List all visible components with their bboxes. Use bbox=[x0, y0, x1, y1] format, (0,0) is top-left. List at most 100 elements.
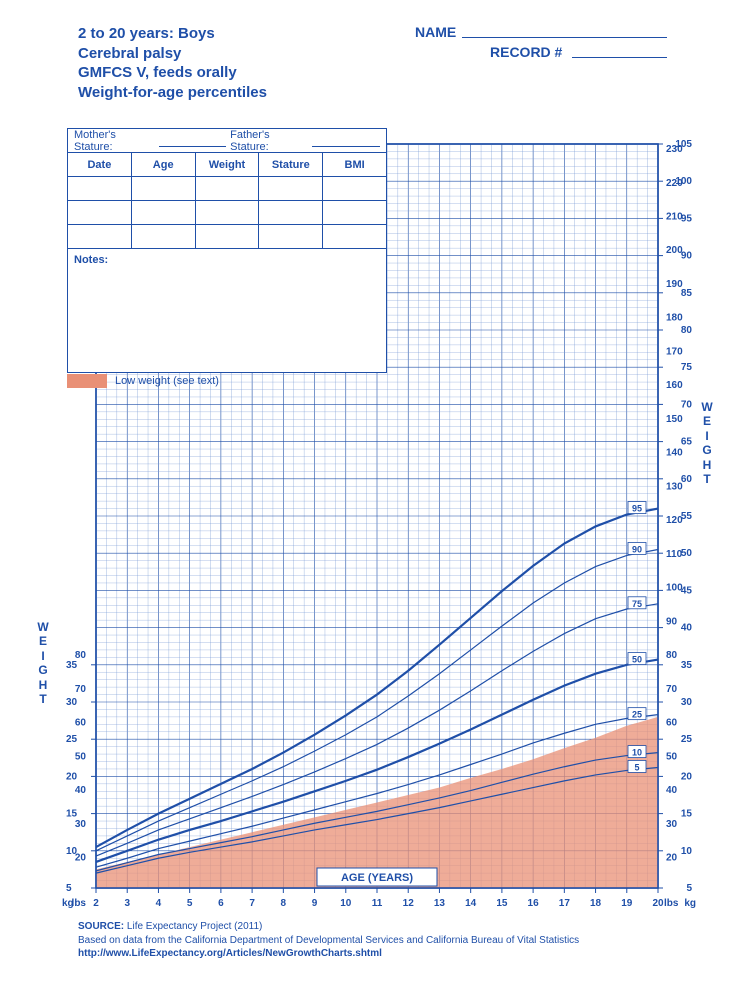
svg-text:15: 15 bbox=[66, 809, 78, 820]
svg-text:10: 10 bbox=[340, 898, 352, 909]
svg-text:180: 180 bbox=[666, 313, 683, 324]
father-stature-line[interactable] bbox=[312, 135, 380, 147]
svg-text:14: 14 bbox=[465, 898, 477, 909]
record-label: RECORD # bbox=[490, 44, 562, 60]
table-row[interactable] bbox=[68, 225, 386, 249]
info-box: Mother's Stature: Father's Stature: Date… bbox=[67, 128, 387, 373]
svg-text:35: 35 bbox=[681, 660, 693, 671]
svg-text:100: 100 bbox=[666, 583, 683, 594]
source-text2: Based on data from the California Depart… bbox=[78, 935, 579, 946]
col-date: Date bbox=[68, 153, 132, 176]
svg-text:30: 30 bbox=[75, 819, 87, 830]
svg-text:19: 19 bbox=[621, 898, 633, 909]
table-header-row: Date Age Weight Stature BMI bbox=[68, 153, 386, 177]
svg-text:130: 130 bbox=[666, 481, 683, 492]
svg-text:10: 10 bbox=[681, 846, 693, 857]
svg-text:95: 95 bbox=[632, 504, 642, 514]
table-row[interactable] bbox=[68, 201, 386, 225]
source-url[interactable]: http://www.LifeExpectancy.org/Articles/N… bbox=[78, 948, 382, 959]
svg-text:60: 60 bbox=[75, 718, 87, 729]
y-title-left: WEIGHT bbox=[36, 620, 50, 706]
svg-text:lbs: lbs bbox=[664, 898, 679, 909]
father-stature-label: Father's Stature: bbox=[230, 129, 308, 153]
svg-text:50: 50 bbox=[632, 655, 642, 665]
header-block: 2 to 20 years: Boys Cerebral palsy GMFCS… bbox=[78, 24, 267, 102]
svg-text:16: 16 bbox=[528, 898, 540, 909]
col-age: Age bbox=[132, 153, 196, 176]
svg-text:50: 50 bbox=[666, 751, 678, 762]
svg-text:25: 25 bbox=[66, 734, 78, 745]
svg-text:40: 40 bbox=[666, 785, 678, 796]
source-text1: Life Expectancy Project (2011) bbox=[127, 921, 262, 932]
svg-text:40: 40 bbox=[75, 785, 87, 796]
header-line3: GMFCS V, feeds orally bbox=[78, 63, 267, 83]
svg-text:35: 35 bbox=[66, 660, 78, 671]
svg-text:110: 110 bbox=[666, 549, 683, 560]
legend-swatch bbox=[67, 374, 107, 388]
svg-text:70: 70 bbox=[681, 399, 693, 410]
svg-text:75: 75 bbox=[632, 599, 642, 609]
svg-text:65: 65 bbox=[681, 437, 693, 448]
svg-text:230: 230 bbox=[666, 144, 683, 155]
name-field-line[interactable] bbox=[462, 37, 667, 38]
svg-text:7: 7 bbox=[249, 898, 255, 909]
source-block: SOURCE: Life Expectancy Project (2011) B… bbox=[78, 920, 579, 961]
svg-text:150: 150 bbox=[666, 414, 683, 425]
svg-text:11: 11 bbox=[372, 898, 383, 909]
svg-text:8: 8 bbox=[281, 898, 287, 909]
legend-label: Low weight (see text) bbox=[115, 375, 219, 387]
svg-text:80: 80 bbox=[681, 325, 693, 336]
svg-text:lbs: lbs bbox=[72, 898, 87, 909]
y-title-right: WEIGHT bbox=[700, 400, 714, 486]
svg-text:3: 3 bbox=[124, 898, 130, 909]
svg-text:AGE (YEARS): AGE (YEARS) bbox=[341, 872, 413, 884]
svg-text:50: 50 bbox=[681, 548, 693, 559]
svg-text:190: 190 bbox=[666, 279, 683, 290]
svg-text:20: 20 bbox=[66, 771, 78, 782]
svg-text:80: 80 bbox=[666, 650, 678, 661]
header-line1: 2 to 20 years: Boys bbox=[78, 24, 267, 44]
record-field-line[interactable] bbox=[572, 57, 667, 58]
parent-stature-row: Mother's Stature: Father's Stature: bbox=[68, 129, 386, 153]
source-lead: SOURCE: bbox=[78, 921, 124, 932]
svg-text:5: 5 bbox=[634, 762, 639, 772]
col-weight: Weight bbox=[196, 153, 260, 176]
svg-text:170: 170 bbox=[666, 346, 683, 357]
svg-text:200: 200 bbox=[666, 245, 683, 256]
svg-text:60: 60 bbox=[666, 718, 678, 729]
svg-text:30: 30 bbox=[66, 697, 78, 708]
svg-text:15: 15 bbox=[496, 898, 508, 909]
svg-text:160: 160 bbox=[666, 380, 683, 391]
svg-text:20: 20 bbox=[75, 853, 87, 864]
mother-stature-label: Mother's Stature: bbox=[74, 129, 155, 153]
svg-text:kg: kg bbox=[684, 898, 696, 909]
mother-stature-line[interactable] bbox=[159, 135, 227, 147]
svg-text:10: 10 bbox=[632, 748, 642, 758]
svg-text:30: 30 bbox=[666, 819, 678, 830]
svg-text:120: 120 bbox=[666, 515, 683, 526]
svg-text:4: 4 bbox=[156, 898, 162, 909]
svg-text:20: 20 bbox=[681, 771, 693, 782]
col-stature: Stature bbox=[259, 153, 323, 176]
svg-text:25: 25 bbox=[681, 734, 693, 745]
svg-text:20: 20 bbox=[652, 898, 664, 909]
notes-label: Notes: bbox=[68, 249, 386, 271]
svg-text:12: 12 bbox=[403, 898, 415, 909]
name-label: NAME bbox=[415, 24, 456, 40]
svg-text:17: 17 bbox=[559, 898, 571, 909]
svg-text:5: 5 bbox=[187, 898, 193, 909]
svg-text:75: 75 bbox=[681, 362, 693, 373]
header-line2: Cerebral palsy bbox=[78, 44, 267, 64]
svg-text:15: 15 bbox=[681, 809, 693, 820]
header-line4: Weight-for-age percentiles bbox=[78, 83, 267, 103]
table-row[interactable] bbox=[68, 177, 386, 201]
svg-text:70: 70 bbox=[666, 684, 678, 695]
svg-text:25: 25 bbox=[632, 710, 642, 720]
svg-text:210: 210 bbox=[666, 212, 683, 223]
data-rows-container bbox=[68, 177, 386, 249]
svg-text:2: 2 bbox=[93, 898, 99, 909]
svg-text:20: 20 bbox=[666, 853, 678, 864]
svg-text:5: 5 bbox=[686, 883, 692, 894]
svg-text:40: 40 bbox=[681, 623, 693, 634]
svg-text:13: 13 bbox=[434, 898, 446, 909]
